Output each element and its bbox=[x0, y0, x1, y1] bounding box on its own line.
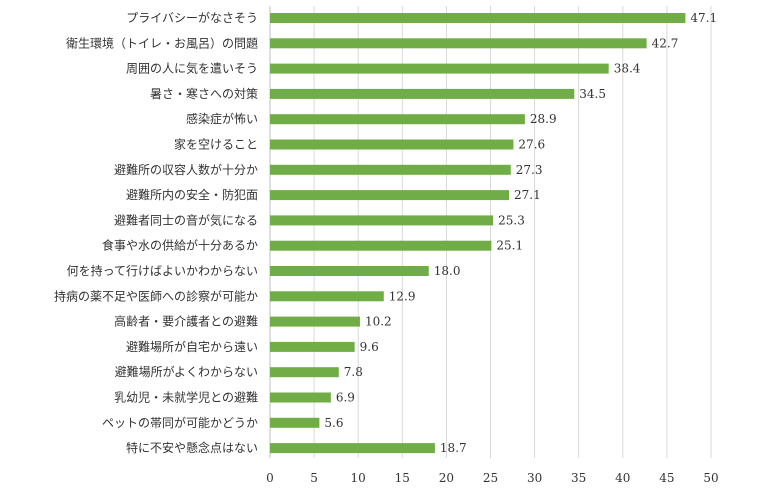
data-label: 25.1 bbox=[496, 239, 523, 253]
category-label: 周囲の人に気を遣いそう bbox=[126, 61, 258, 76]
value-labels: 47.1 42.7 38.4 34.5 28.9 27.6 27.3 27.1 25.3 25.1… bbox=[324, 11, 717, 455]
x-tick-label: 20 bbox=[439, 471, 454, 485]
data-label: 25.3 bbox=[498, 213, 525, 227]
bar bbox=[270, 190, 510, 201]
data-label: 5.6 bbox=[324, 416, 343, 430]
category-label: 避難所内の安全・防犯面 bbox=[126, 187, 258, 202]
bar bbox=[270, 341, 355, 352]
category-label: 食事や水の供給が十分あるか bbox=[102, 238, 258, 253]
data-label: 34.5 bbox=[579, 87, 606, 101]
category-labels: プライバシーがなさそう衛生環境（トイレ・お風呂）の問題周囲の人に気を遣いそう暑さ… bbox=[54, 10, 258, 455]
bar bbox=[270, 392, 331, 403]
data-label: 6.9 bbox=[336, 391, 355, 405]
bar bbox=[270, 291, 384, 302]
category-label: 避難所の収容人数が十分か bbox=[114, 162, 258, 177]
data-label: 38.4 bbox=[614, 62, 641, 76]
data-label: 42.7 bbox=[652, 36, 679, 50]
bar bbox=[270, 316, 360, 327]
category-label: 避難場所が自宅から遠い bbox=[126, 339, 258, 354]
x-tick-label: 10 bbox=[351, 471, 366, 485]
x-tick-label: 30 bbox=[527, 471, 542, 485]
x-axis-ticks: 0 5 10 15 20 25 30 35 40 45 50 bbox=[266, 471, 718, 485]
category-label: ペットの帯同が可能かどうか bbox=[102, 415, 258, 430]
bar bbox=[270, 240, 492, 251]
bar bbox=[270, 215, 494, 226]
bar bbox=[270, 164, 511, 175]
bar bbox=[270, 367, 339, 378]
x-tick-label: 0 bbox=[266, 471, 274, 485]
data-label: 7.8 bbox=[344, 365, 363, 379]
bar bbox=[270, 13, 686, 23]
data-label: 9.6 bbox=[360, 340, 379, 354]
data-label: 28.9 bbox=[530, 112, 557, 126]
data-label: 27.3 bbox=[516, 163, 543, 177]
bars bbox=[270, 13, 686, 454]
x-tick-label: 25 bbox=[483, 471, 498, 485]
gridlines bbox=[269, 6, 712, 458]
category-label: 特に不安や懸念点はない bbox=[126, 440, 258, 455]
data-label: 27.1 bbox=[514, 188, 541, 202]
bar bbox=[270, 63, 609, 74]
category-label: 家を空けること bbox=[174, 137, 258, 152]
data-label: 47.1 bbox=[690, 11, 717, 25]
category-label: 持病の薬不足や医師への診察が可能か bbox=[54, 288, 258, 303]
x-tick-label: 45 bbox=[659, 471, 674, 485]
category-label: 乳幼児・未就学児との避難 bbox=[114, 390, 258, 405]
bar bbox=[270, 88, 575, 99]
category-label: 感染症が怖い bbox=[186, 111, 258, 126]
category-label: 避難場所がよくわからない bbox=[115, 364, 258, 379]
data-label: 18.7 bbox=[440, 441, 467, 455]
x-tick-label: 35 bbox=[571, 471, 586, 485]
category-label: 高齢者・要介護者との避難 bbox=[114, 314, 258, 329]
x-tick-label: 50 bbox=[703, 471, 718, 485]
data-label: 18.0 bbox=[434, 264, 461, 278]
category-label: 避難者同士の音が気になる bbox=[114, 212, 258, 227]
bar bbox=[270, 139, 514, 150]
category-label: プライバシーがなさそう bbox=[126, 10, 258, 25]
x-tick-label: 5 bbox=[310, 471, 318, 485]
bar bbox=[270, 114, 525, 125]
bar bbox=[270, 266, 429, 276]
bar bbox=[270, 38, 647, 49]
x-tick-label: 40 bbox=[615, 471, 630, 485]
data-label: 27.6 bbox=[518, 138, 545, 152]
category-label: 何を持って行けばよいかわからない bbox=[67, 263, 258, 278]
bar bbox=[270, 443, 435, 454]
bar bbox=[270, 417, 320, 428]
x-tick-label: 15 bbox=[395, 471, 410, 485]
category-label: 暑さ・寒さへの対策 bbox=[150, 86, 258, 101]
data-label: 12.9 bbox=[389, 289, 416, 303]
data-label: 10.2 bbox=[365, 315, 392, 329]
category-label: 衛生環境（トイレ・お風呂）の問題 bbox=[66, 35, 258, 50]
